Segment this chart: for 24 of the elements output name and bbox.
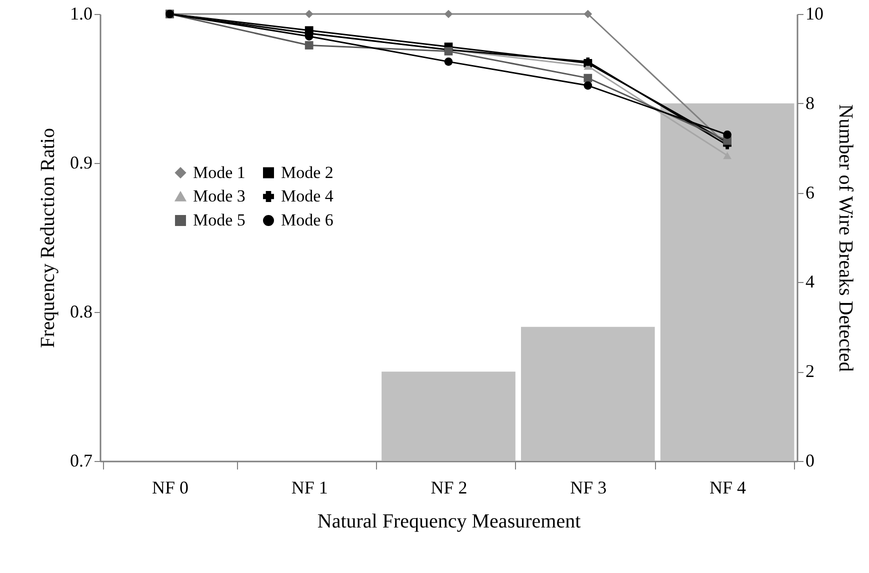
x-tick-label: NF 2	[430, 478, 468, 498]
legend-label: Mode 3	[193, 186, 246, 206]
y2-tick-label: 4	[806, 272, 814, 292]
x-tick-label: NF 0	[152, 478, 188, 498]
y2-axis-title: Number of Wire Breaks Detected	[834, 104, 856, 372]
x-axis-title: Natural Frequency Measurement	[317, 510, 582, 532]
legend-label: Mode 1	[193, 162, 246, 182]
x-tick-label: NF 4	[710, 478, 746, 498]
x-tick-label: NF 1	[291, 478, 328, 498]
y2-tick-label: 2	[806, 361, 814, 382]
legend-label: Mode 2	[281, 162, 334, 182]
y2-tick-label: 0	[806, 450, 814, 470]
y2-tick-label: 10	[806, 4, 824, 24]
y-tick-label: 0.7	[70, 450, 92, 470]
legend-label: Mode 4	[281, 186, 334, 206]
y-tick-label: 0.8	[70, 302, 92, 322]
legend-label: Mode 5	[193, 210, 246, 230]
x-tick-label: NF 3	[570, 478, 607, 498]
y-tick-label: 0.9	[70, 152, 92, 172]
y2-tick-label: 6	[806, 182, 814, 202]
y-tick-label: 1.0	[70, 4, 92, 24]
y2-tick-label: 8	[806, 92, 814, 113]
y-axis-title: Frequency Reduction Ratio	[37, 128, 59, 348]
legend-label: Mode 6	[281, 210, 334, 230]
